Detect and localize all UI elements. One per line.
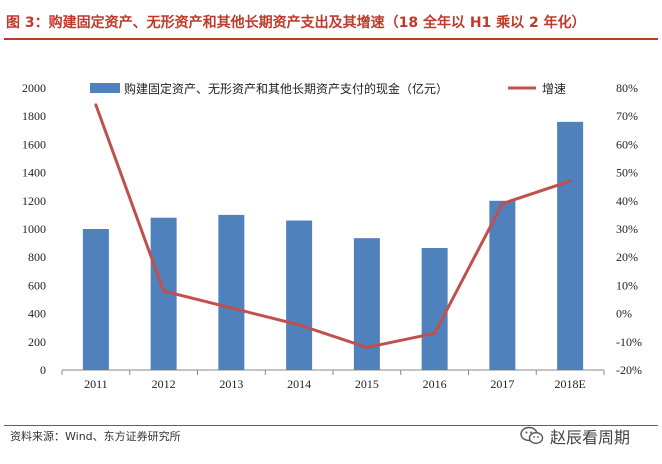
watermark-text: 赵辰看周期 xyxy=(550,428,631,447)
y-left-tick-label: 1000 xyxy=(22,222,46,236)
bar xyxy=(353,238,380,370)
y-right-tick-label: 10% xyxy=(616,278,638,292)
figure-title: 图 3：购建固定资产、无形资产和其他长期资产支出及其增速（18 全年以 H1 乘… xyxy=(6,15,586,31)
legend-bar-swatch xyxy=(90,83,120,93)
y-right-tick-label: -20% xyxy=(616,363,642,377)
x-tick-label: 2011 xyxy=(84,377,108,391)
x-tick-label: 2017 xyxy=(490,377,514,391)
y-right-tick-label: 40% xyxy=(616,194,638,208)
x-tick-label: 2015 xyxy=(355,377,379,391)
y-right-tick-label: 30% xyxy=(616,222,638,236)
y-left-tick-label: 400 xyxy=(28,307,46,321)
line-series xyxy=(94,103,572,349)
y-right-tick-label: 80% xyxy=(616,81,638,95)
bar xyxy=(489,200,516,370)
footer-divider xyxy=(4,425,658,426)
bar xyxy=(421,248,448,370)
x-tick-label: 2012 xyxy=(152,377,176,391)
y-left-tick-label: 1400 xyxy=(22,166,46,180)
y-right-tick-label: 20% xyxy=(616,250,638,264)
bar xyxy=(286,220,313,370)
source-note: 资料来源：Wind、东方证券研究所 xyxy=(10,430,181,443)
line-point xyxy=(162,289,166,293)
growth-line xyxy=(94,104,571,349)
line-point xyxy=(433,331,437,335)
y-left-tick-label: 800 xyxy=(28,250,46,264)
line-point xyxy=(297,323,301,327)
line-point xyxy=(365,345,369,349)
y-left-tick-label: 200 xyxy=(28,335,46,349)
y-left-tick-label: 1800 xyxy=(22,109,46,123)
x-tick-label: 2016 xyxy=(423,377,447,391)
y-right-tick-label: 70% xyxy=(616,109,638,123)
bar xyxy=(82,229,109,370)
wechat-icon xyxy=(520,426,544,445)
legend-bar-label: 购建固定资产、无形资产和其他长期资产支付的现金（亿元） xyxy=(124,81,448,96)
chart-legend: 购建固定资产、无形资产和其他长期资产支付的现金（亿元） 增速 xyxy=(90,81,566,96)
y-right-tick-label: 0% xyxy=(616,307,632,321)
y-left-tick-label: 1600 xyxy=(22,137,46,151)
watermark: 赵辰看周期 xyxy=(520,424,630,448)
line-point xyxy=(94,103,98,107)
y-right-tick-label: 60% xyxy=(616,137,638,151)
y-left-tick-label: 600 xyxy=(28,278,46,292)
y-right-tick-label: -10% xyxy=(616,335,642,349)
line-point xyxy=(500,202,504,206)
bar xyxy=(218,214,245,370)
y-right-tick-label: 50% xyxy=(616,166,638,180)
x-tick-label: 2018E xyxy=(554,377,585,391)
x-tick-label: 2013 xyxy=(219,377,243,391)
line-point xyxy=(229,306,233,310)
y-left-tick-label: 0 xyxy=(40,363,46,377)
y-left-tick-label: 2000 xyxy=(22,81,46,95)
title-divider xyxy=(4,38,658,40)
legend-line-label: 增速 xyxy=(542,82,566,96)
line-point xyxy=(568,179,572,183)
bar-series xyxy=(82,121,584,370)
y-left-tick-label: 1200 xyxy=(22,194,46,208)
bar-line-chart: 0 200 400 600 800 1000 1200 1400 1600 1800 2000 -20… xyxy=(22,81,642,391)
bar xyxy=(557,121,584,370)
x-tick-label: 2014 xyxy=(287,377,311,391)
chart-axes: 0 200 400 600 800 1000 1200 1400 1600 1800 2000 -20… xyxy=(22,81,642,391)
